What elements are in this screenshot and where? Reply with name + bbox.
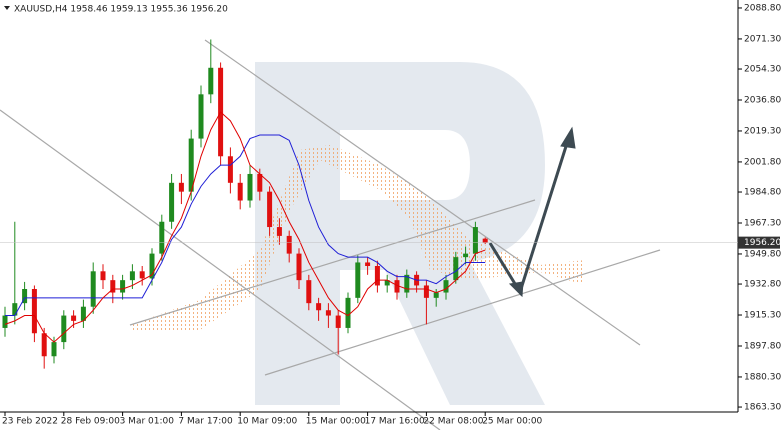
forecast-arrows <box>488 126 576 298</box>
y-tick-label: 2036.80 <box>744 95 781 105</box>
candle-body <box>472 227 478 254</box>
candle-body <box>188 138 194 192</box>
x-tick-label: 25 Mar 00:00 <box>482 417 542 427</box>
candle-body <box>276 227 282 236</box>
candle-body <box>2 315 8 328</box>
candle-body <box>463 253 469 258</box>
y-tick-label: 1863.30 <box>744 403 781 413</box>
candle-body <box>208 67 214 95</box>
y-tick-label: 1915.30 <box>744 311 781 321</box>
candle-body <box>325 310 331 316</box>
ichimoku-cloud <box>130 145 585 330</box>
y-tick-label: 2001.80 <box>744 157 781 167</box>
candle-body <box>198 94 204 139</box>
x-tick-label: 22 Mar 08:00 <box>423 417 483 427</box>
candle-body <box>384 280 390 286</box>
candle-body <box>433 292 439 298</box>
candle-body <box>22 289 28 304</box>
candle-body <box>335 315 341 328</box>
candle-body <box>267 191 273 228</box>
y-tick-label: 1932.80 <box>744 280 781 290</box>
indicator-line <box>4 111 486 343</box>
title-icon <box>4 6 10 10</box>
candle-body <box>51 342 57 357</box>
y-tick-label: 2088.80 <box>744 3 781 13</box>
x-tick-label: 23 Feb 2022 <box>2 417 58 427</box>
indicator-line <box>5 134 486 317</box>
candle-body <box>365 262 371 266</box>
candle-body <box>100 271 106 281</box>
candle-body <box>31 289 37 334</box>
candle-body <box>374 265 380 286</box>
candle-body <box>139 271 145 279</box>
candle-body <box>482 238 488 243</box>
candle-body <box>296 253 302 281</box>
trend-lines <box>0 39 661 430</box>
y-tick-label: 1897.80 <box>744 341 781 351</box>
candle-body <box>404 274 410 293</box>
candle-body <box>227 156 233 183</box>
last-price-box <box>738 236 780 249</box>
candle-body <box>345 297 351 328</box>
candle-body <box>355 262 361 298</box>
x-tick-label: 28 Feb 09:00 <box>61 417 120 427</box>
candle-body <box>453 257 459 281</box>
candle-body <box>71 315 77 321</box>
x-tick-label: 17 Mar 16:00 <box>365 417 425 427</box>
candle-body <box>61 315 67 343</box>
candle-body <box>80 306 86 321</box>
watermark-logo <box>255 62 545 405</box>
chart-title: XAUUSD,H4 1958.46 1959.13 1955.36 1956.2… <box>14 5 228 15</box>
y-tick-label: 1880.30 <box>744 372 781 382</box>
x-tick-label: 10 Mar 09:00 <box>237 417 297 427</box>
candle-body <box>12 303 18 316</box>
candle-body <box>394 280 400 293</box>
candle-body <box>443 280 449 293</box>
candle-body <box>257 173 263 192</box>
y-tick-label: 1949.80 <box>744 249 781 259</box>
candle-body <box>247 173 253 201</box>
candle-body <box>169 182 175 222</box>
candle-body <box>159 221 165 254</box>
candle-body <box>286 235 292 254</box>
x-tick-label: 3 Mar 01:00 <box>120 417 175 427</box>
candle-body <box>423 285 429 298</box>
y-tick-label: 2071.30 <box>744 34 781 44</box>
candle-body <box>306 280 312 304</box>
candle-body <box>237 182 243 201</box>
candle-body <box>90 271 96 307</box>
candle-body <box>41 333 47 357</box>
x-tick-label: 7 Mar 17:00 <box>178 417 233 427</box>
candle-body <box>316 303 322 311</box>
y-tick-label: 1984.80 <box>744 188 781 198</box>
last-price-label: 1956.20 <box>744 238 781 248</box>
y-tick-label: 2019.30 <box>744 126 781 136</box>
candle-body <box>129 271 135 281</box>
y-tick-label: 1967.30 <box>744 218 781 228</box>
y-tick-label: 2054.30 <box>744 65 781 75</box>
candle-body <box>110 280 116 293</box>
candle-body <box>149 253 155 279</box>
candle-body <box>178 182 184 192</box>
candle-body <box>120 280 126 293</box>
x-tick-label: 15 Mar 00:00 <box>306 417 366 427</box>
